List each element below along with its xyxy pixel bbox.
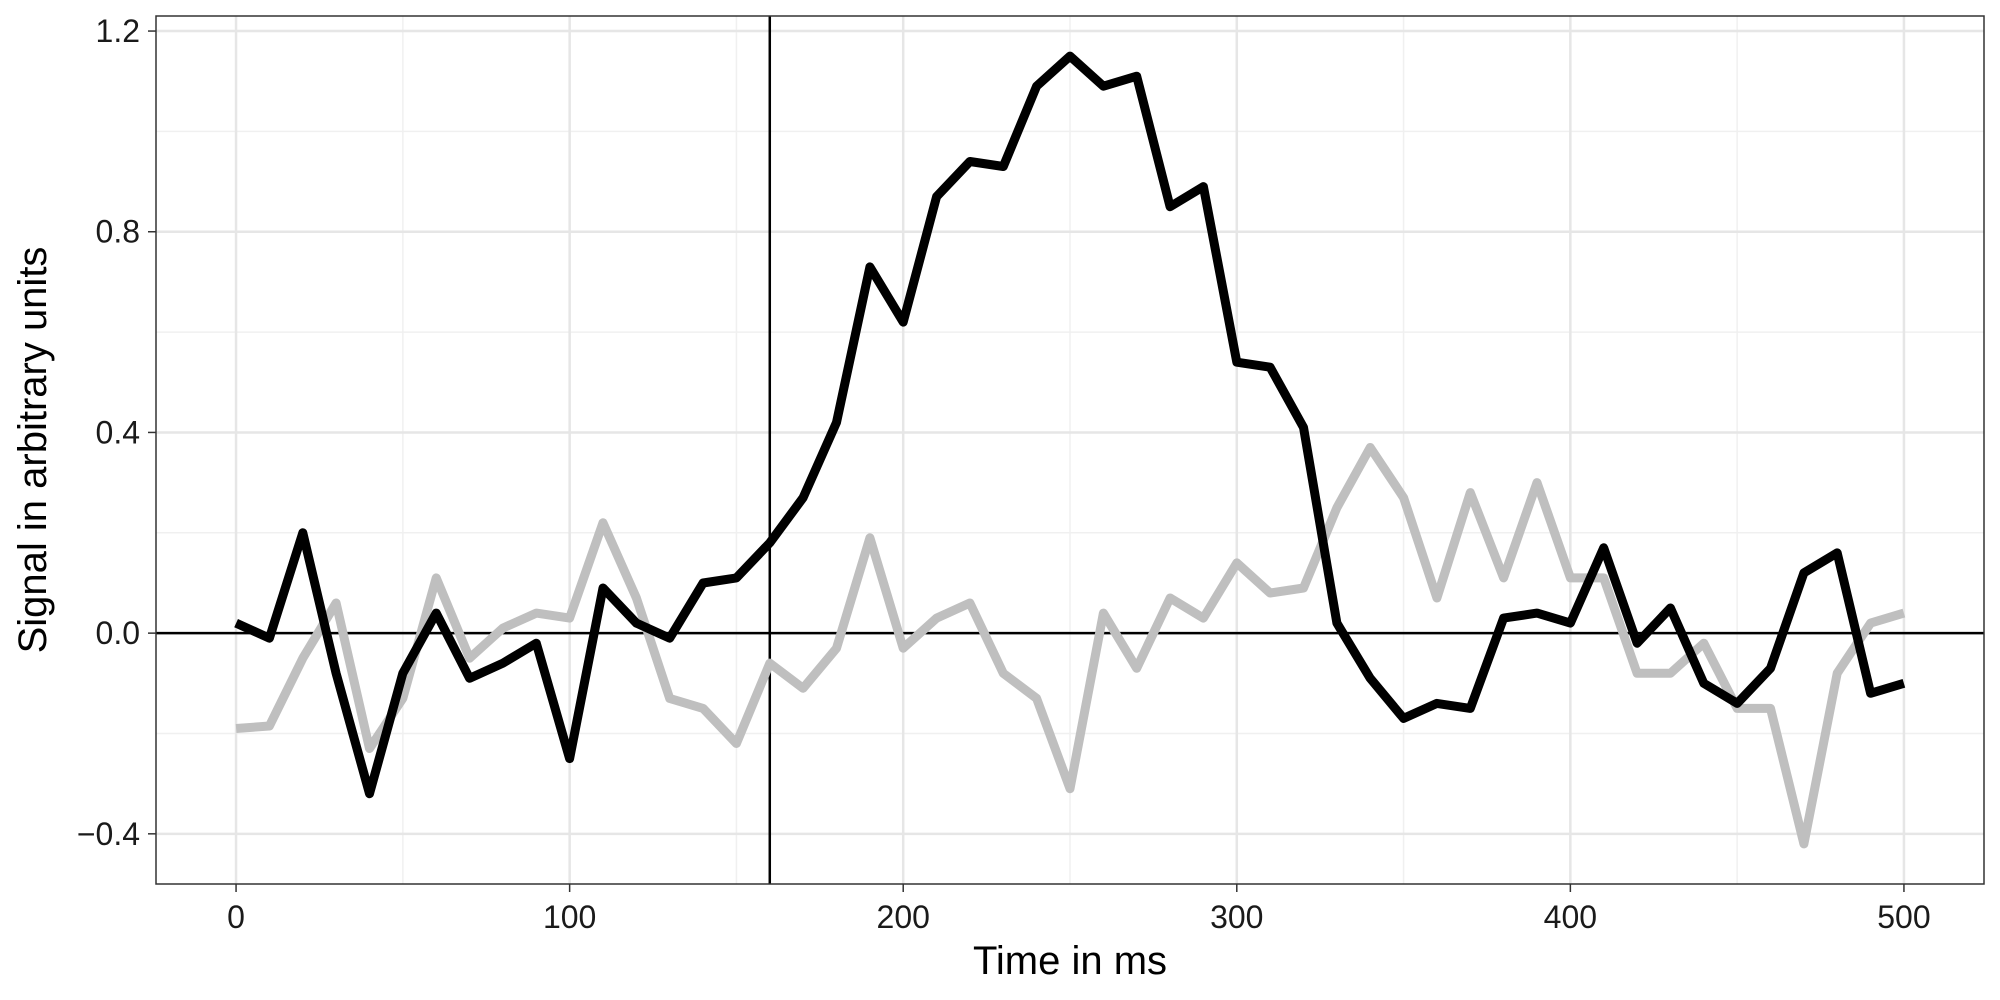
x-axis-ticks: 0 100 200 300 400 500 (227, 884, 1931, 935)
x-tick-label: 500 (1877, 899, 1930, 935)
x-tick-label: 400 (1544, 899, 1597, 935)
y-tick-label: −0.4 (77, 816, 140, 852)
y-axis-ticks: −0.4 0.0 0.4 0.8 1.2 (77, 13, 156, 852)
y-axis-title: Signal in arbitrary units (11, 247, 55, 654)
x-tick-label: 200 (877, 899, 930, 935)
y-tick-label: 0.0 (96, 615, 140, 651)
plot-panel-border (155, 15, 1985, 885)
series-layer (234, 51, 1906, 849)
y-tick-label: 0.8 (96, 214, 140, 250)
y-tick-label: 1.2 (96, 13, 140, 49)
series-line-black (234, 51, 1906, 799)
x-tick-label: 0 (227, 899, 245, 935)
x-tick-label: 100 (543, 899, 596, 935)
x-axis-title: Time in ms (973, 939, 1167, 983)
x-tick-label: 300 (1210, 899, 1263, 935)
series-line-gray (235, 443, 1906, 849)
y-tick-label: 0.4 (96, 414, 140, 450)
minor-gridlines (156, 16, 1984, 884)
